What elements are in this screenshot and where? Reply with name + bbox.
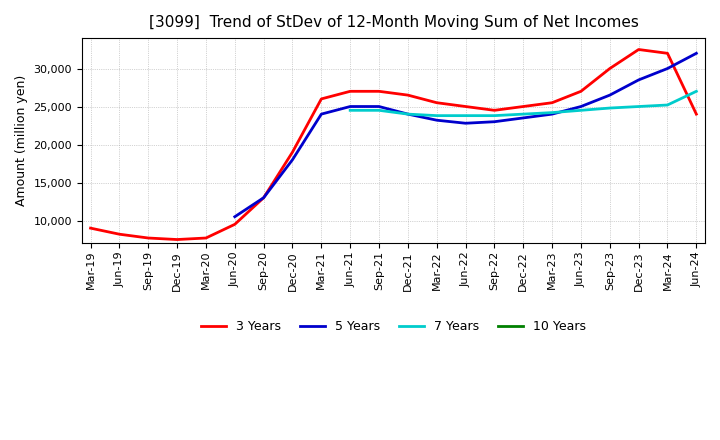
3 Years: [230, 222, 239, 227]
Line: 5 Years: 5 Years: [235, 53, 696, 217]
7 Years: [692, 89, 701, 94]
7 Years: [634, 104, 643, 109]
Line: 7 Years: 7 Years: [350, 92, 696, 116]
5 Years: [490, 119, 499, 125]
5 Years: [374, 104, 383, 109]
7 Years: [519, 111, 528, 117]
3 Years: [462, 104, 470, 109]
3 Years: [433, 100, 441, 105]
3 Years: [519, 104, 528, 109]
7 Years: [606, 106, 614, 111]
7 Years: [577, 108, 585, 113]
5 Years: [577, 104, 585, 109]
3 Years: [403, 92, 412, 98]
3 Years: [606, 66, 614, 71]
Line: 3 Years: 3 Years: [91, 50, 696, 239]
3 Years: [634, 47, 643, 52]
3 Years: [663, 51, 672, 56]
3 Years: [144, 235, 153, 241]
5 Years: [519, 115, 528, 121]
5 Years: [548, 111, 557, 117]
3 Years: [490, 108, 499, 113]
3 Years: [288, 150, 297, 155]
Legend: 3 Years, 5 Years, 7 Years, 10 Years: 3 Years, 5 Years, 7 Years, 10 Years: [197, 315, 590, 338]
3 Years: [259, 195, 268, 200]
7 Years: [490, 113, 499, 118]
5 Years: [230, 214, 239, 220]
3 Years: [202, 235, 210, 241]
7 Years: [433, 113, 441, 118]
Y-axis label: Amount (million yen): Amount (million yen): [15, 75, 28, 206]
3 Years: [692, 111, 701, 117]
5 Years: [403, 111, 412, 117]
5 Years: [692, 51, 701, 56]
5 Years: [606, 92, 614, 98]
5 Years: [317, 111, 325, 117]
3 Years: [173, 237, 181, 242]
7 Years: [403, 111, 412, 117]
7 Years: [663, 103, 672, 108]
7 Years: [346, 108, 354, 113]
3 Years: [577, 89, 585, 94]
3 Years: [374, 89, 383, 94]
5 Years: [462, 121, 470, 126]
7 Years: [548, 110, 557, 115]
3 Years: [346, 89, 354, 94]
5 Years: [663, 66, 672, 71]
5 Years: [433, 117, 441, 123]
3 Years: [548, 100, 557, 105]
5 Years: [288, 157, 297, 162]
7 Years: [462, 113, 470, 118]
3 Years: [115, 231, 124, 237]
5 Years: [259, 195, 268, 200]
5 Years: [634, 77, 643, 83]
7 Years: [374, 108, 383, 113]
3 Years: [317, 96, 325, 102]
3 Years: [86, 225, 95, 231]
5 Years: [346, 104, 354, 109]
Title: [3099]  Trend of StDev of 12-Month Moving Sum of Net Incomes: [3099] Trend of StDev of 12-Month Moving…: [148, 15, 639, 30]
